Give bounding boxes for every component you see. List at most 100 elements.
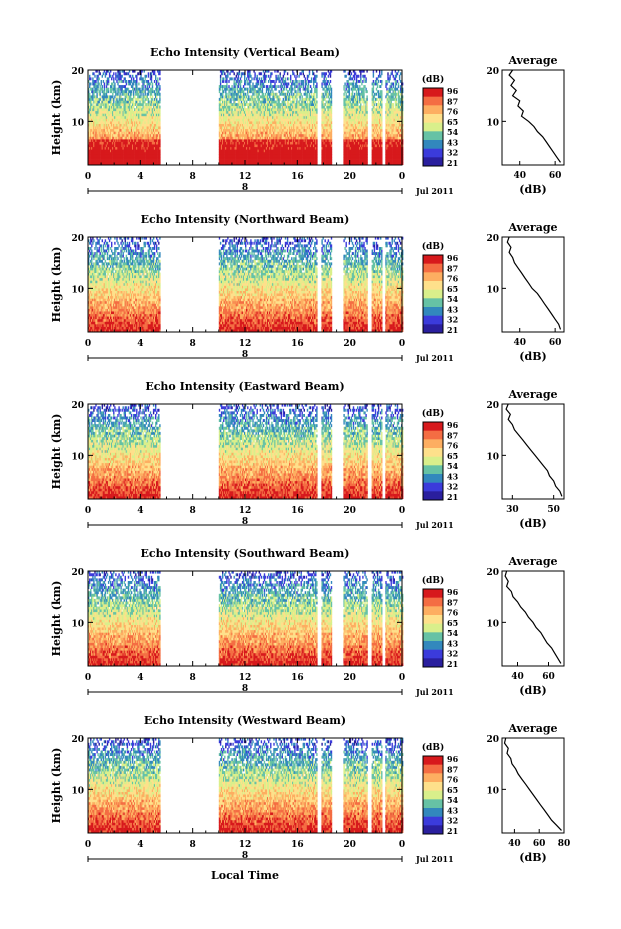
colorbar-tick-label: 87 <box>447 764 458 774</box>
profile-x-tick-label: 60 <box>549 171 562 181</box>
y-tick-label: 10 <box>71 285 84 295</box>
colorbar-tick-label: 96 <box>447 253 459 263</box>
x-tick-label: 8 <box>190 172 196 182</box>
colorbar-tick-label: 54 <box>447 628 459 638</box>
colorbar-tick-label: 32 <box>447 148 458 158</box>
month-label: Jul 2011 <box>415 854 454 864</box>
heatmap-cells <box>88 237 403 332</box>
colorbar-tick-label: 43 <box>447 471 459 481</box>
y-tick-label: 10 <box>71 786 84 796</box>
colorbar-segment <box>423 474 443 483</box>
colorbar-tick-label: 54 <box>447 294 459 304</box>
x-tick-label: 8 <box>190 840 196 850</box>
panel-title: Echo Intensity (Southward Beam) <box>141 547 350 560</box>
colorbar-tick-label: 87 <box>447 263 458 273</box>
profile-x-label: (dB) <box>519 684 546 697</box>
profile-y-tick-label: 10 <box>486 452 499 462</box>
colorbar-unit: (dB) <box>422 241 444 252</box>
colorbar-tick-label: 54 <box>447 795 459 805</box>
x-tick-label: 12 <box>239 673 252 683</box>
date-label: 8 <box>242 684 248 694</box>
profile-x-tick-label: 60 <box>549 338 562 348</box>
x-tick-label: 8 <box>190 339 196 349</box>
colorbar-segment <box>423 114 443 123</box>
colorbar-tick-label: 43 <box>447 304 459 314</box>
profile-y-tick-label: 10 <box>486 118 499 128</box>
profile-x-tick-label: 30 <box>506 505 519 515</box>
colorbar-tick-label: 87 <box>447 430 458 440</box>
profile-y-tick-label: 20 <box>486 735 499 745</box>
colorbar-segment <box>423 140 443 149</box>
x-tick-label: 20 <box>343 172 356 182</box>
profile-y-tick-label: 10 <box>486 619 499 629</box>
colorbar-tick-label: 76 <box>447 274 459 284</box>
colorbar-segment <box>423 157 443 166</box>
colorbar-tick-label: 43 <box>447 137 459 147</box>
x-tick-label: 4 <box>137 506 143 516</box>
panel-title: Echo Intensity (Vertical Beam) <box>150 46 340 59</box>
colorbar-segment <box>423 825 443 834</box>
colorbar-segment <box>423 491 443 500</box>
colorbar-segment <box>423 324 443 333</box>
profile-title: Average <box>507 722 557 735</box>
colorbar-tick-label: 21 <box>447 158 458 168</box>
profile-y-tick-label: 20 <box>486 67 499 77</box>
x-tick-label: 16 <box>291 339 304 349</box>
x-tick-label: 0 <box>399 673 405 683</box>
colorbar-segment <box>423 756 443 765</box>
colorbar-segment <box>423 131 443 140</box>
colorbar-segment <box>423 817 443 826</box>
panel-title: Echo Intensity (Eastward Beam) <box>145 380 344 393</box>
panel-title: Echo Intensity (Northward Beam) <box>141 213 350 226</box>
panel-title: Echo Intensity (Westward Beam) <box>144 714 346 727</box>
y-axis-label: Height (km) <box>50 414 63 490</box>
profile-title: Average <box>507 555 557 568</box>
colorbar-segment <box>423 606 443 615</box>
y-tick-label: 20 <box>71 735 84 745</box>
colorbar-tick-label: 32 <box>447 649 458 659</box>
heatmap-cells <box>88 404 403 499</box>
colorbar-unit: (dB) <box>422 408 444 419</box>
panel-4: Echo Intensity (Southward Beam)0 4 8 12 16 20… <box>50 547 564 697</box>
profile-x-label: (dB) <box>519 183 546 196</box>
colorbar-tick-label: 65 <box>447 451 458 461</box>
profile-y-tick-label: 20 <box>486 234 499 244</box>
profile-x-tick-label: 50 <box>547 505 560 515</box>
colorbar-tick-label: 87 <box>447 597 458 607</box>
profile-line <box>505 571 561 663</box>
x-tick-label: 4 <box>137 840 143 850</box>
colorbar-tick-label: 76 <box>447 441 459 451</box>
month-label: Jul 2011 <box>415 353 454 363</box>
colorbar-segment <box>423 298 443 307</box>
profile-y-tick-label: 20 <box>486 568 499 578</box>
colorbar-unit: (dB) <box>422 74 444 85</box>
colorbar-tick-label: 32 <box>447 816 458 826</box>
x-tick-label: 20 <box>343 506 356 516</box>
profile-x-tick-label: 60 <box>533 839 546 849</box>
colorbar-tick-label: 32 <box>447 482 458 492</box>
y-tick-label: 20 <box>71 401 84 411</box>
colorbar-tick-label: 76 <box>447 775 459 785</box>
colorbar-segment <box>423 281 443 290</box>
x-tick-label: 4 <box>137 673 143 683</box>
x-tick-label: 0 <box>399 172 405 182</box>
colorbar-segment <box>423 255 443 264</box>
profile-frame <box>502 571 564 666</box>
panel-3: Echo Intensity (Eastward Beam)0 4 8 12 16 20 0… <box>50 380 564 530</box>
colorbar-tick-label: 54 <box>447 127 459 137</box>
panel-1: Echo Intensity (Vertical Beam)0 4 8 12 16 20 0… <box>50 46 564 196</box>
profile-x-tick-label: 40 <box>513 338 526 348</box>
colorbar-tick-label: 21 <box>447 325 458 335</box>
heatmap-cells <box>88 738 403 833</box>
colorbar-segment <box>423 641 443 650</box>
colorbar-tick-label: 96 <box>447 86 459 96</box>
x-tick-label: 0 <box>399 840 405 850</box>
colorbar-segment <box>423 658 443 667</box>
